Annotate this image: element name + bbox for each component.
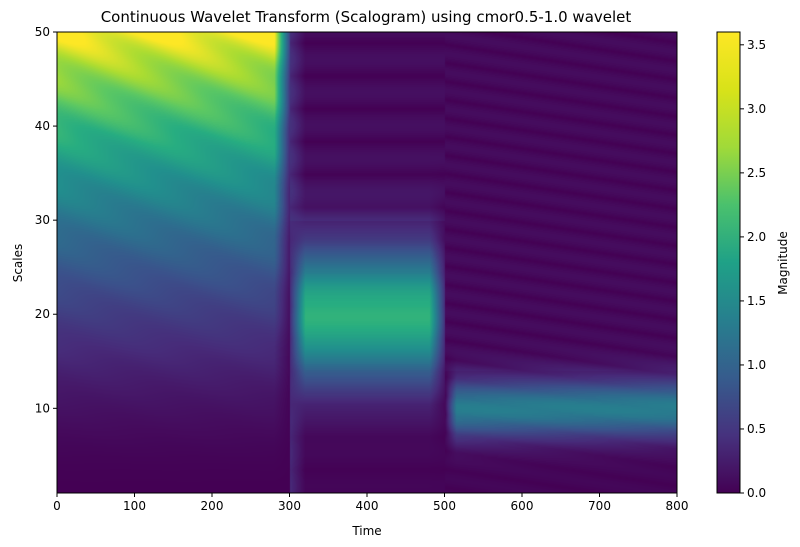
- y-axis: 10 20 30 40 50: [35, 25, 57, 415]
- x-tick-label: 800: [666, 499, 689, 513]
- colorbar-gradient: [717, 32, 740, 493]
- colorbar-label: Magnitude: [776, 231, 790, 295]
- chart-title: Continuous Wavelet Transform (Scalogram)…: [101, 8, 632, 26]
- colorbar-tick-label: 2.0: [747, 230, 766, 244]
- colorbar-tick-label: 3.0: [747, 102, 766, 116]
- colorbar-ticks: 0.0 0.5 1.0 1.5 2.0 2.5 3.0 3.5: [740, 38, 766, 500]
- x-tick-label: 600: [511, 499, 534, 513]
- y-tick-label: 10: [35, 401, 50, 415]
- colorbar-tick-label: 2.5: [747, 166, 766, 180]
- colorbar-tick-label: 1.5: [747, 294, 766, 308]
- colorbar-frame: [716, 31, 741, 494]
- x-tick-label: 100: [123, 499, 146, 513]
- x-tick-label: 0: [53, 499, 61, 513]
- heatmap-plot-area: [56, 31, 678, 494]
- x-axis-label: Time: [351, 524, 381, 538]
- colorbar-tick-label: 0.0: [747, 486, 766, 500]
- colorbar-tick-label: 3.5: [747, 38, 766, 52]
- x-axis: 0 100 200 300 400 500 600 700 800: [53, 493, 688, 513]
- colorbar-tick-label: 1.0: [747, 358, 766, 372]
- y-axis-label: Scales: [11, 244, 25, 283]
- y-tick-label: 40: [35, 119, 50, 133]
- x-tick-label: 700: [588, 499, 611, 513]
- x-tick-label: 500: [433, 499, 456, 513]
- y-tick-label: 50: [35, 25, 50, 39]
- x-tick-label: 300: [278, 499, 301, 513]
- scalogram-heatmap: [57, 32, 677, 493]
- colorbar-tick-label: 0.5: [747, 422, 766, 436]
- y-tick-label: 20: [35, 307, 50, 321]
- y-tick-label: 30: [35, 213, 50, 227]
- x-tick-label: 200: [201, 499, 224, 513]
- x-tick-label: 400: [356, 499, 379, 513]
- colorbar: 0.0 0.5 1.0 1.5 2.0 2.5 3.0 3.5 Magnitude: [716, 31, 790, 500]
